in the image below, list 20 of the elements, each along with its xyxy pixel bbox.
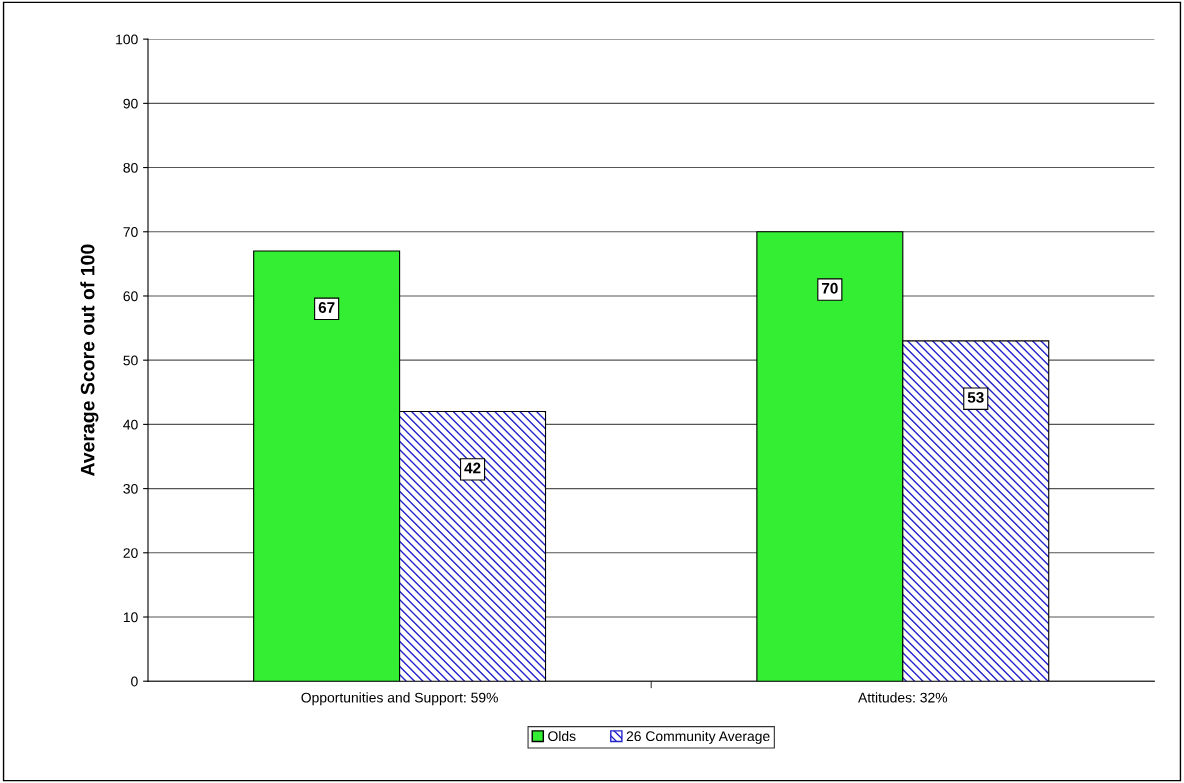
y-tick-label: 70 (123, 227, 138, 237)
y-tick-label: 60 (123, 291, 138, 302)
legend-label: Olds (548, 730, 576, 742)
y-axis-title: Average Score out of 100 (80, 244, 99, 477)
y-tick-label: 100 (116, 34, 138, 45)
x-tick-label: Opportunities and Support: 59% (301, 692, 498, 706)
data-label: 42 (464, 462, 481, 474)
x-tick-label: Attitudes: 32% (858, 692, 948, 703)
y-tick-label: 10 (123, 612, 138, 623)
y-tick-label: 90 (123, 98, 138, 109)
y-tick-label: 0 (131, 676, 138, 687)
data-label: 67 (318, 302, 335, 313)
legend-label: 26 Community Average (626, 730, 770, 744)
y-tick-label: 80 (123, 162, 138, 173)
data-label: 70 (822, 282, 838, 294)
y-tick-label: 30 (123, 483, 138, 494)
y-tick-label: 50 (123, 355, 138, 366)
data-label: 53 (967, 391, 984, 403)
y-tick-label: 40 (123, 419, 138, 430)
y-tick-label: 20 (123, 548, 138, 558)
